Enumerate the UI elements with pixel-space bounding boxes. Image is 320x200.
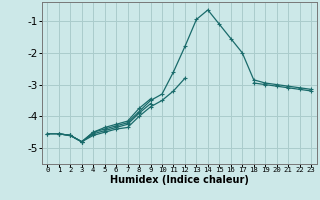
X-axis label: Humidex (Indice chaleur): Humidex (Indice chaleur) bbox=[110, 175, 249, 185]
